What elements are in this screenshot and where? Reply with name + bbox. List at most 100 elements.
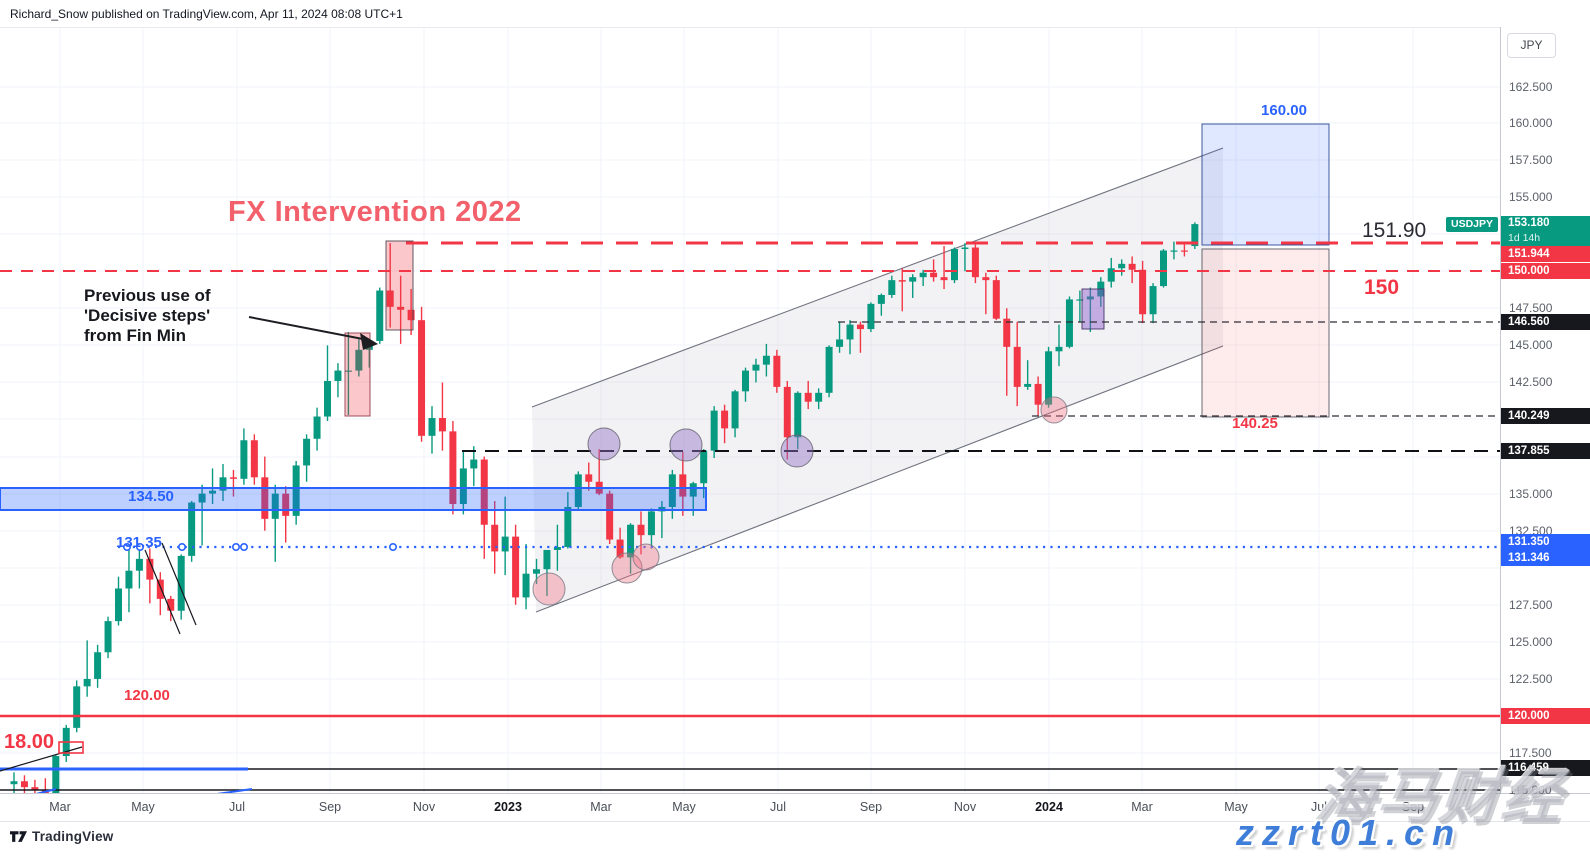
time-axis-panel[interactable]: Mar May Jul Sep Nov 2023 Mar May Jul Sep Nov 2024 Ma… [0, 793, 1590, 822]
purple-marker[interactable] [669, 428, 703, 462]
candle-body [1118, 263, 1126, 269]
line-anchor-dot[interactable] [136, 542, 145, 551]
candle-body [574, 474, 582, 507]
candle-body [522, 573, 530, 598]
red-outline-box [58, 741, 84, 754]
candle-body [647, 511, 655, 536]
tradingview-logo-text: TradingView [32, 829, 114, 844]
purple-marker[interactable] [587, 427, 621, 461]
tradingview-logo[interactable]: TradingView [10, 828, 113, 845]
price-tick-label: 115.000 [1509, 783, 1552, 797]
candle-body [627, 524, 635, 558]
price-tick-label: 157.500 [1509, 153, 1553, 167]
candle-body [961, 247, 969, 250]
currency-button[interactable]: JPY [1507, 33, 1556, 58]
candle-body [324, 380, 331, 417]
price-tick-label: 142.500 [1509, 375, 1553, 389]
publish-header: Richard_Snow published on TradingView.co… [0, 0, 1590, 28]
candle-body [83, 678, 91, 687]
intervention-box-sep-2022[interactable] [344, 332, 371, 417]
trend-line-segment [0, 746, 83, 772]
time-axis-label: May [1224, 800, 1248, 814]
candle-body [721, 410, 729, 429]
pink-marker[interactable] [1040, 396, 1068, 424]
candle-body [1128, 263, 1136, 270]
candle-body [877, 294, 885, 304]
candle-body [731, 391, 739, 429]
projection-box-upper-160[interactable] [1201, 123, 1330, 246]
trend-channel[interactable] [531, 147, 1224, 613]
time-axis-label: Sep [859, 800, 883, 814]
line-anchor-dot[interactable] [178, 542, 187, 551]
pink-marker[interactable] [532, 572, 566, 606]
gridlines [0, 27, 1500, 793]
candle-body [334, 370, 342, 381]
candle-body [292, 465, 300, 516]
candle-body [815, 392, 823, 402]
candle-body [836, 339, 844, 347]
candle-body [898, 280, 906, 282]
purple-marker[interactable] [780, 434, 814, 468]
candle-body [303, 438, 311, 466]
candle-body [229, 477, 237, 479]
line-anchor-dot[interactable] [232, 542, 241, 551]
pink-marker[interactable] [611, 552, 643, 584]
time-axis-label: Jul [229, 800, 245, 814]
tradingview-logo-icon [10, 831, 27, 842]
line-anchor-dot[interactable] [123, 542, 132, 551]
candle-body [585, 474, 593, 482]
candle-body [1076, 299, 1084, 301]
candle-body [543, 549, 551, 570]
time-axis-label: Jul [1311, 800, 1327, 814]
candle-body [867, 303, 875, 330]
candle-body [564, 506, 572, 547]
candle-body [1013, 346, 1021, 387]
price-tick-label: 135.000 [1509, 487, 1553, 501]
candle-countdown: 1d 14h [1508, 232, 1541, 244]
time-axis-label: Mar [590, 800, 612, 814]
candle-body [1065, 299, 1073, 347]
pointer-arrow [248, 316, 369, 341]
trend-line-segment [35, 788, 57, 793]
price-axis-panel[interactable]: JPY 162.500 160.000 157.500 155.000 147.500 1… [1500, 27, 1590, 797]
time-axis-label: May [131, 800, 155, 814]
candle-body [616, 539, 624, 558]
candle-body [762, 355, 770, 365]
time-axis-label: Mar [1131, 800, 1153, 814]
candle-body [52, 756, 60, 793]
price-level-tag: 131.350 [1501, 534, 1590, 550]
candle-body [313, 416, 321, 439]
candle-body [397, 306, 405, 310]
candle-body [919, 272, 927, 278]
time-axis-label: Mar [49, 800, 71, 814]
footer-bar: TradingView [0, 821, 1590, 857]
publish-info-text: Richard_Snow published on TradingView.co… [10, 7, 403, 21]
annotation-shapes [0, 316, 378, 793]
candle-body [188, 502, 196, 556]
line-anchor-dot[interactable] [240, 542, 249, 551]
candle-body [909, 277, 917, 282]
candle-body [773, 355, 781, 387]
time-axis-label: 2023 [494, 800, 522, 814]
candle-body [1086, 296, 1094, 300]
line-anchor-dot[interactable] [388, 542, 397, 551]
price-level-tag: 146.560 [1501, 314, 1590, 330]
candle-body [271, 493, 279, 519]
candle-body [94, 652, 102, 679]
price-level-tag: 151.944 [1501, 246, 1590, 262]
highlight-box-purple[interactable] [1081, 288, 1105, 330]
candle-body [982, 277, 990, 281]
candle-body [794, 392, 802, 438]
candle-body [553, 546, 561, 550]
candle-body [951, 249, 958, 281]
intervention-box-oct-2022[interactable] [385, 240, 414, 331]
price-level-tag: 137.855 [1501, 443, 1590, 459]
candle-body [1107, 268, 1115, 282]
candle-body [1160, 250, 1167, 287]
candle-body [115, 588, 122, 622]
supply-zone-band[interactable] [0, 487, 707, 511]
price-tick-label: 145.000 [1509, 338, 1553, 352]
projection-box-lower-140-25[interactable] [1201, 248, 1330, 418]
price-level-tag: 120.000 [1501, 708, 1590, 724]
pink-marker[interactable] [632, 543, 660, 571]
